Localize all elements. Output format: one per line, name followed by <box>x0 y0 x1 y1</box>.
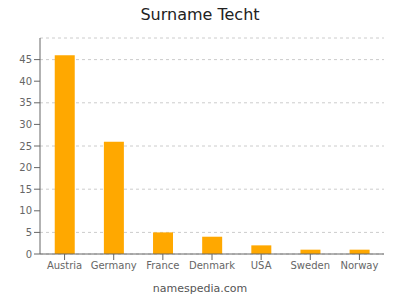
svg-text:40: 40 <box>19 76 32 87</box>
svg-text:0: 0 <box>26 249 32 260</box>
svg-text:France: France <box>146 260 179 271</box>
svg-text:5: 5 <box>26 227 32 238</box>
svg-text:15: 15 <box>19 184 32 195</box>
svg-text:45: 45 <box>19 54 32 65</box>
svg-text:Sweden: Sweden <box>291 260 331 271</box>
svg-text:Norway: Norway <box>340 260 378 271</box>
svg-text:Austria: Austria <box>47 260 82 271</box>
svg-text:Denmark: Denmark <box>189 260 235 271</box>
html-text:namespedia.com: namespedia.com <box>152 282 248 295</box>
svg-text:25: 25 <box>19 141 32 152</box>
svg-text:30: 30 <box>19 119 32 130</box>
svg-text:Germany: Germany <box>91 260 137 271</box>
svg-text:35: 35 <box>19 97 32 108</box>
svg-text:USA: USA <box>251 260 272 271</box>
html-text:Surname Techt: Surname Techt <box>140 5 260 24</box>
svg-text:20: 20 <box>19 162 32 173</box>
svg-text:10: 10 <box>19 205 32 216</box>
